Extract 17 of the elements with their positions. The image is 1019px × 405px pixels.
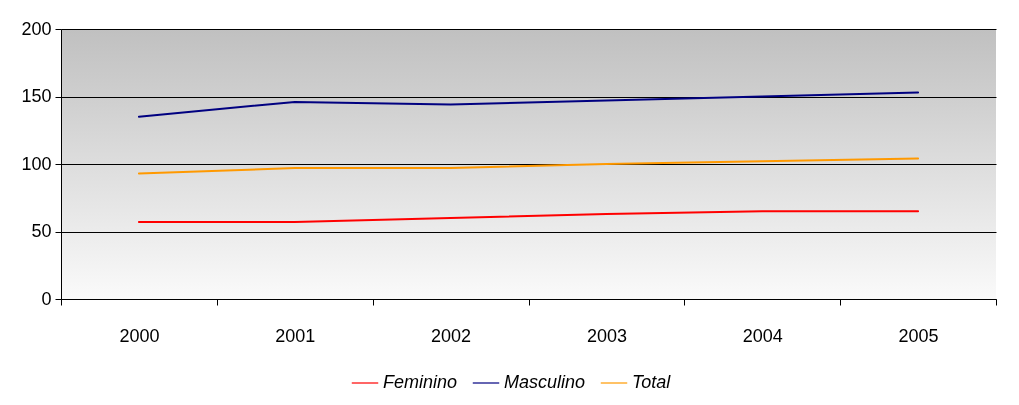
x-tick-label: 2003 (586, 325, 627, 346)
y-tick-label: 200 (21, 18, 52, 39)
x-tick-label: 2000 (119, 325, 160, 346)
line-series (137, 91, 920, 118)
legend-label: Masculino (504, 372, 586, 392)
line-series (137, 157, 920, 175)
x-tick-label: 2004 (742, 325, 783, 346)
line-series (137, 210, 920, 224)
y-tick-label: 0 (41, 288, 52, 309)
x-tick-label: 2001 (275, 325, 316, 346)
x-tick-label: 2005 (898, 325, 939, 346)
legend-label: Feminino (383, 372, 458, 392)
y-tick-label: 50 (31, 221, 52, 241)
x-tick-label: 2002 (431, 325, 472, 346)
y-tick-label: 100 (21, 153, 52, 174)
legend-label: Total (632, 372, 672, 392)
y-tick-label: 150 (21, 86, 52, 106)
